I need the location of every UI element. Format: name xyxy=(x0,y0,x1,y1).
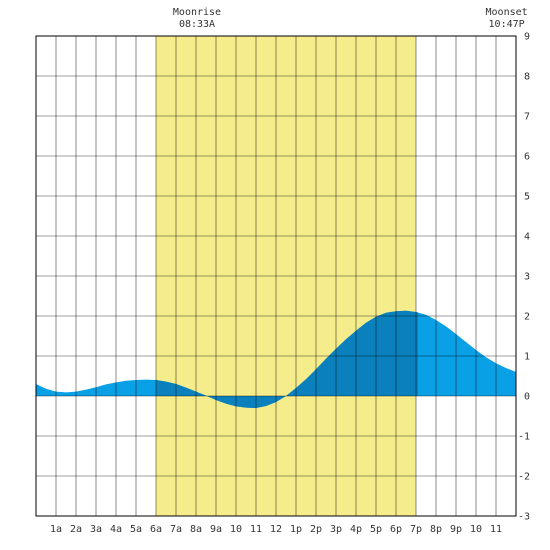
x-tick-label: 1a xyxy=(50,524,62,535)
x-tick-label: 9a xyxy=(210,524,222,535)
tide-area-highlight xyxy=(156,310,418,408)
x-tick-label: 8p xyxy=(430,524,442,535)
moonrise-time: 08:33A xyxy=(179,19,215,30)
y-tick-label: -1 xyxy=(518,432,530,443)
x-tick-label: 4a xyxy=(110,524,122,535)
x-tick-label: 7p xyxy=(410,524,422,535)
y-tick-label: 8 xyxy=(524,72,530,83)
moonset-time: 10:47P xyxy=(489,19,525,30)
x-tick-label: 2p xyxy=(310,524,322,535)
x-tick-label: 11 xyxy=(250,524,262,535)
y-tick-label: 1 xyxy=(524,352,530,363)
x-tick-label: 4p xyxy=(350,524,362,535)
y-tick-label: 6 xyxy=(524,152,530,163)
y-tick-label: 3 xyxy=(524,272,530,283)
x-tick-label: 8a xyxy=(190,524,202,535)
x-tick-label: 9p xyxy=(450,524,462,535)
x-axis-tick-labels: 1a 2a 3a 4a 5a 6a 7a 8a 9a 10 11 12 1p 2p 3p 4p 5p 6p 7p 8p… xyxy=(50,524,502,535)
x-tick-label: 5p xyxy=(370,524,382,535)
x-tick-label: 11 xyxy=(490,524,502,535)
moonrise-label: Moonrise xyxy=(173,7,221,18)
moonset-label: Moonset xyxy=(486,7,528,18)
y-axis-tick-labels: -3 -2 -1 0 1 2 3 4 5 6 7 8 9 xyxy=(518,32,530,523)
x-tick-label: 10 xyxy=(230,524,242,535)
x-tick-label: 6p xyxy=(390,524,402,535)
x-tick-label: 3a xyxy=(90,524,102,535)
plot-border xyxy=(35,35,517,517)
y-tick-label: 0 xyxy=(524,392,530,403)
y-tick-label: 9 xyxy=(524,32,530,43)
y-tick-label: -2 xyxy=(518,472,530,483)
x-tick-label: 10 xyxy=(470,524,482,535)
grid-lines xyxy=(36,36,516,516)
y-tick-label: 5 xyxy=(524,192,530,203)
x-tick-label: 5a xyxy=(130,524,142,535)
y-tick-label: 2 xyxy=(524,312,530,323)
x-tick-label: 3p xyxy=(330,524,342,535)
x-tick-label: 6a xyxy=(150,524,162,535)
x-tick-label: 12 xyxy=(270,524,282,535)
y-tick-label: 4 xyxy=(524,232,530,243)
x-tick-label: 1p xyxy=(290,524,302,535)
x-tick-label: 7a xyxy=(170,524,182,535)
y-tick-label: 7 xyxy=(524,112,530,123)
x-tick-label: 2a xyxy=(70,524,82,535)
y-tick-label: -3 xyxy=(518,512,530,523)
